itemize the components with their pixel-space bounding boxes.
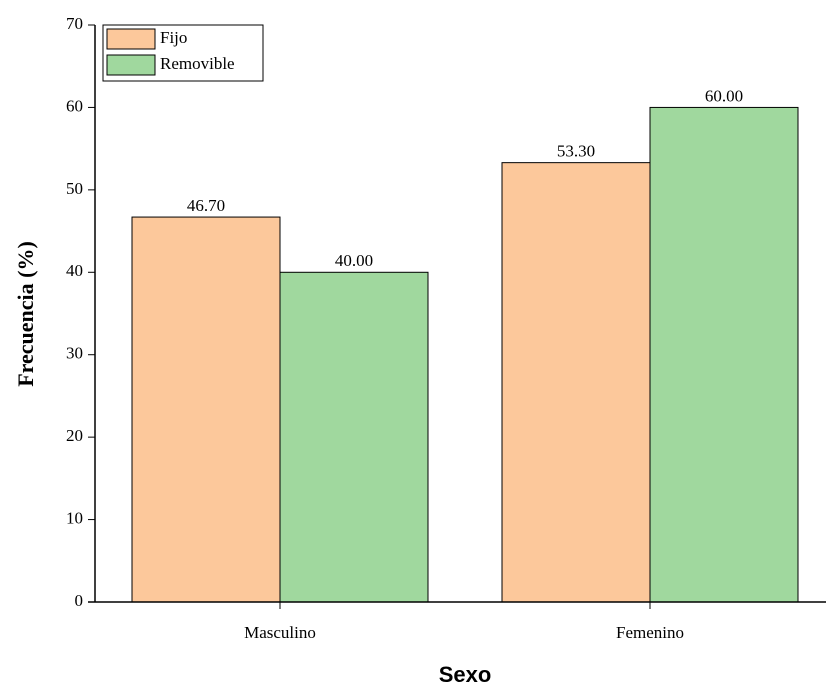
y-tick-label: 30	[66, 344, 83, 363]
legend-swatch	[106, 28, 156, 50]
bar	[501, 162, 651, 603]
x-tick-label: Masculino	[244, 623, 316, 642]
legend-label: Fijo	[160, 28, 187, 47]
bar	[279, 271, 429, 603]
value-label: 53.30	[557, 142, 595, 161]
value-label: 40.00	[335, 251, 373, 270]
x-tick-label: Femenino	[616, 623, 684, 642]
x-axis-label: Sexo	[439, 662, 492, 687]
legend-label: Removible	[160, 54, 235, 73]
bar	[131, 216, 281, 603]
value-label: 60.00	[705, 86, 743, 105]
y-tick-label: 40	[66, 261, 83, 280]
value-label: 46.70	[187, 196, 225, 215]
y-axis-label: Frecuencia (%)	[13, 241, 38, 387]
bar	[649, 106, 799, 603]
y-tick-label: 0	[75, 591, 84, 610]
y-tick-label: 20	[66, 426, 83, 445]
y-tick-label: 60	[66, 96, 83, 115]
y-tick-label: 50	[66, 179, 83, 198]
y-tick-label: 10	[66, 508, 83, 527]
legend-swatch	[106, 54, 156, 76]
y-tick-label: 70	[66, 14, 83, 33]
